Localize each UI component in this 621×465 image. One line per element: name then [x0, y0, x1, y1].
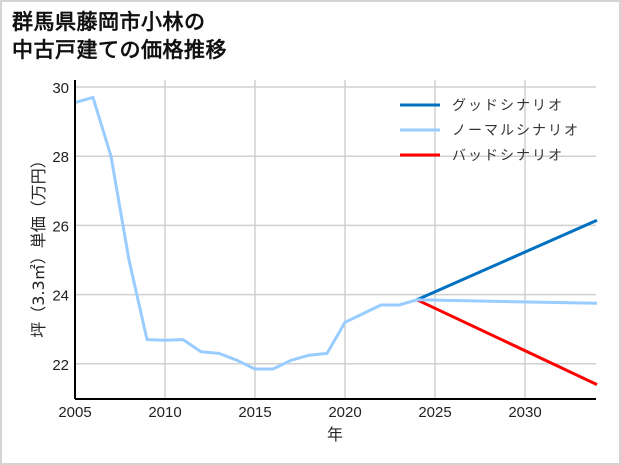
- series-line: [416, 218, 598, 302]
- x-tick-label: 2005: [58, 404, 91, 421]
- series-line: [416, 298, 598, 305]
- grid-lines: [75, 80, 596, 399]
- chart-title-line-1: 群馬県藤岡市小林の: [12, 10, 206, 34]
- y-tick-label: 28: [52, 149, 69, 166]
- y-tick-label: 26: [52, 218, 69, 235]
- legend-label: ノーマルシナリオ: [452, 123, 580, 139]
- legend-label: グッドシナリオ: [452, 98, 564, 114]
- x-axis-label: 年: [327, 425, 343, 444]
- legend-label: バッドシナリオ: [452, 148, 564, 164]
- tick-labels: 22 24 26 28 30 2005 2010 2015 2020 2025 2030: [52, 80, 541, 421]
- x-tick-label: 2020: [328, 404, 361, 421]
- chart-title: 群馬県藤岡市小林の 中古戸建ての価格推移: [12, 8, 227, 64]
- y-tick-label: 22: [52, 357, 69, 374]
- data-series: [74, 95, 598, 386]
- y-tick-label: 24: [52, 288, 69, 305]
- x-tick-label: 2015: [238, 404, 271, 421]
- y-axis-label: 坪（3.3㎡）単価（万円）: [29, 152, 48, 337]
- chart-title-line-2: 中古戸建ての価格推移: [12, 38, 227, 62]
- series-line: [74, 95, 418, 371]
- y-tick-label: 30: [52, 80, 69, 97]
- x-tick-label: 2030: [508, 404, 541, 421]
- x-tick-label: 2010: [148, 404, 181, 421]
- x-tick-label: 2025: [418, 404, 451, 421]
- series-line: [416, 298, 598, 386]
- axes: [74, 80, 596, 400]
